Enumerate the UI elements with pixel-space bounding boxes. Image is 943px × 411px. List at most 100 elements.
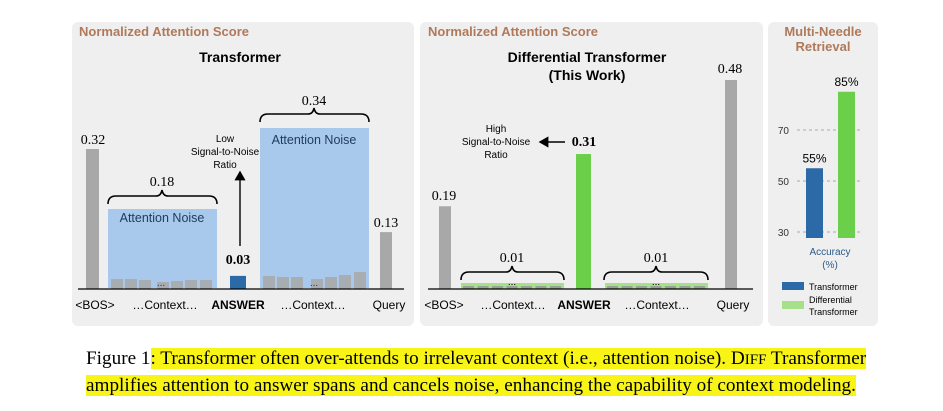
middle-snr-line-3: Ratio [484, 150, 508, 161]
left-ellipsis-2: ... [310, 278, 318, 289]
left-noise-region-1 [108, 209, 217, 288]
legend-swatch-transformer [782, 282, 804, 290]
middle-bar-bos [439, 206, 451, 289]
right-bar-value-label: 55% [802, 151, 826, 165]
left-bar-query [380, 232, 392, 289]
left-xtick-answer: ANSWER [211, 298, 265, 312]
middle-xtick-answer: ANSWER [557, 298, 611, 312]
middle-context-bar [477, 286, 489, 289]
caption-text-a: : Transformer often over-attends to irre… [150, 348, 745, 369]
middle-brace-1 [460, 265, 565, 281]
middle-context-bar [665, 286, 676, 289]
middle-context-bar [694, 286, 705, 289]
middle-noise-value-2: 0.01 [644, 251, 669, 266]
middle-snr-line-1: High [486, 124, 507, 135]
middle-context-bars [461, 283, 708, 289]
caption-prefix: Figure 1 [86, 348, 151, 369]
middle-context-bar [636, 286, 647, 289]
middle-xtick-context-2: …Context… [624, 298, 689, 312]
left-xtick-query: Query [373, 298, 406, 312]
middle-context-bar [506, 286, 518, 289]
left-context-bar [263, 276, 275, 289]
right-xlabel-2: (%) [822, 260, 838, 271]
legend-swatch-diff [782, 301, 804, 309]
left-noise-value-2: 0.34 [302, 94, 327, 109]
left-context-bar [125, 279, 137, 289]
right-panel-header-2: Retrieval [796, 39, 851, 54]
right-panel-header-1: Multi-Needle [784, 24, 861, 39]
right-ytick-label: 70 [778, 126, 790, 137]
left-context-bars [111, 272, 366, 289]
left-context-bar [185, 280, 197, 289]
middle-bar-answer [576, 154, 591, 289]
left-noise-label-1: Attention Noise [120, 211, 205, 225]
legend-label-diff-2: Transformer [809, 307, 858, 317]
middle-xtick-bos: <BOS> [424, 298, 463, 312]
left-noise-value-1: 0.18 [150, 175, 175, 190]
left-context-bar [277, 277, 289, 289]
caption-text-b: Transformer amplifies attention to answe… [86, 348, 867, 396]
middle-context-bar [550, 286, 561, 289]
left-xtick-bos: <BOS> [75, 298, 114, 312]
middle-context-bar [463, 286, 474, 289]
legend-label-transformer: Transformer [809, 282, 858, 292]
right-xlabel-1: Accuracy [809, 247, 850, 258]
left-context-bar [200, 280, 212, 289]
middle-snr-line-2: Signal-to-Noise [462, 137, 531, 148]
middle-bar-query [725, 80, 737, 289]
figure-svg: Normalized Attention Score Transformer A… [72, 22, 878, 326]
panel-middle-bg [420, 22, 763, 326]
middle-ellipsis-2: ... [652, 277, 660, 288]
left-context-bar [311, 279, 323, 289]
caption-smallcaps: IFF [744, 352, 767, 368]
right-bars: 55% 85% [802, 75, 859, 238]
middle-panel-title-2: (This Work) [549, 67, 626, 83]
left-context-bar [291, 277, 303, 289]
left-query-value: 0.13 [374, 216, 399, 231]
left-ellipsis-1: ... [157, 278, 165, 289]
middle-context-bar [535, 286, 547, 289]
middle-context-bar [621, 286, 633, 289]
left-snr-line-3: Ratio [213, 160, 237, 171]
left-bar-bos [86, 149, 99, 289]
left-brace-1 [107, 189, 218, 205]
left-noise-region-2 [260, 128, 369, 288]
left-panel-header: Normalized Attention Score [79, 24, 249, 39]
middle-query-value: 0.48 [718, 62, 743, 77]
middle-bos-value: 0.19 [432, 189, 457, 204]
middle-noise-value-1: 0.01 [500, 251, 525, 266]
right-bar-transformer [806, 168, 823, 238]
middle-context-bar [679, 286, 691, 289]
right-bar-value-label: 85% [834, 75, 858, 89]
middle-context-bar [607, 286, 618, 289]
left-context-bar [354, 272, 366, 289]
left-context-bar [339, 275, 351, 289]
left-panel-title: Transformer [199, 49, 281, 65]
legend-label-diff-1: Differential [809, 295, 852, 305]
left-context-bar [325, 277, 337, 289]
middle-brace-2 [603, 265, 709, 281]
left-context-bar [157, 282, 169, 289]
middle-answer-value: 0.31 [572, 135, 597, 150]
left-context-bar [171, 281, 183, 289]
left-answer-value: 0.03 [226, 253, 251, 268]
left-context-bar [111, 279, 123, 289]
caption-highlight: : Transformer often over-attends to irre… [86, 348, 867, 396]
left-brace-2 [259, 107, 370, 123]
left-noise-label-2: Attention Noise [272, 133, 357, 147]
middle-context-bar [492, 286, 503, 289]
left-context-bar [139, 280, 151, 289]
left-snr-line-1: Low [216, 134, 235, 145]
right-bar-diff-transformer [838, 91, 855, 238]
figure-caption: Figure 1: Transformer often over-attends… [86, 346, 936, 399]
right-ytick-label: 50 [778, 177, 790, 188]
middle-panel-header: Normalized Attention Score [428, 24, 598, 39]
left-bar-answer [230, 275, 246, 289]
left-bos-value: 0.32 [81, 133, 106, 148]
middle-xtick-context-1: …Context… [480, 298, 545, 312]
middle-panel-title-1: Differential Transformer [508, 49, 667, 65]
left-xtick-context-1: …Context… [132, 298, 197, 312]
right-ytick-label: 30 [778, 228, 790, 239]
middle-ellipsis-1: ... [508, 277, 516, 288]
left-snr-line-2: Signal-to-Noise [191, 147, 260, 158]
